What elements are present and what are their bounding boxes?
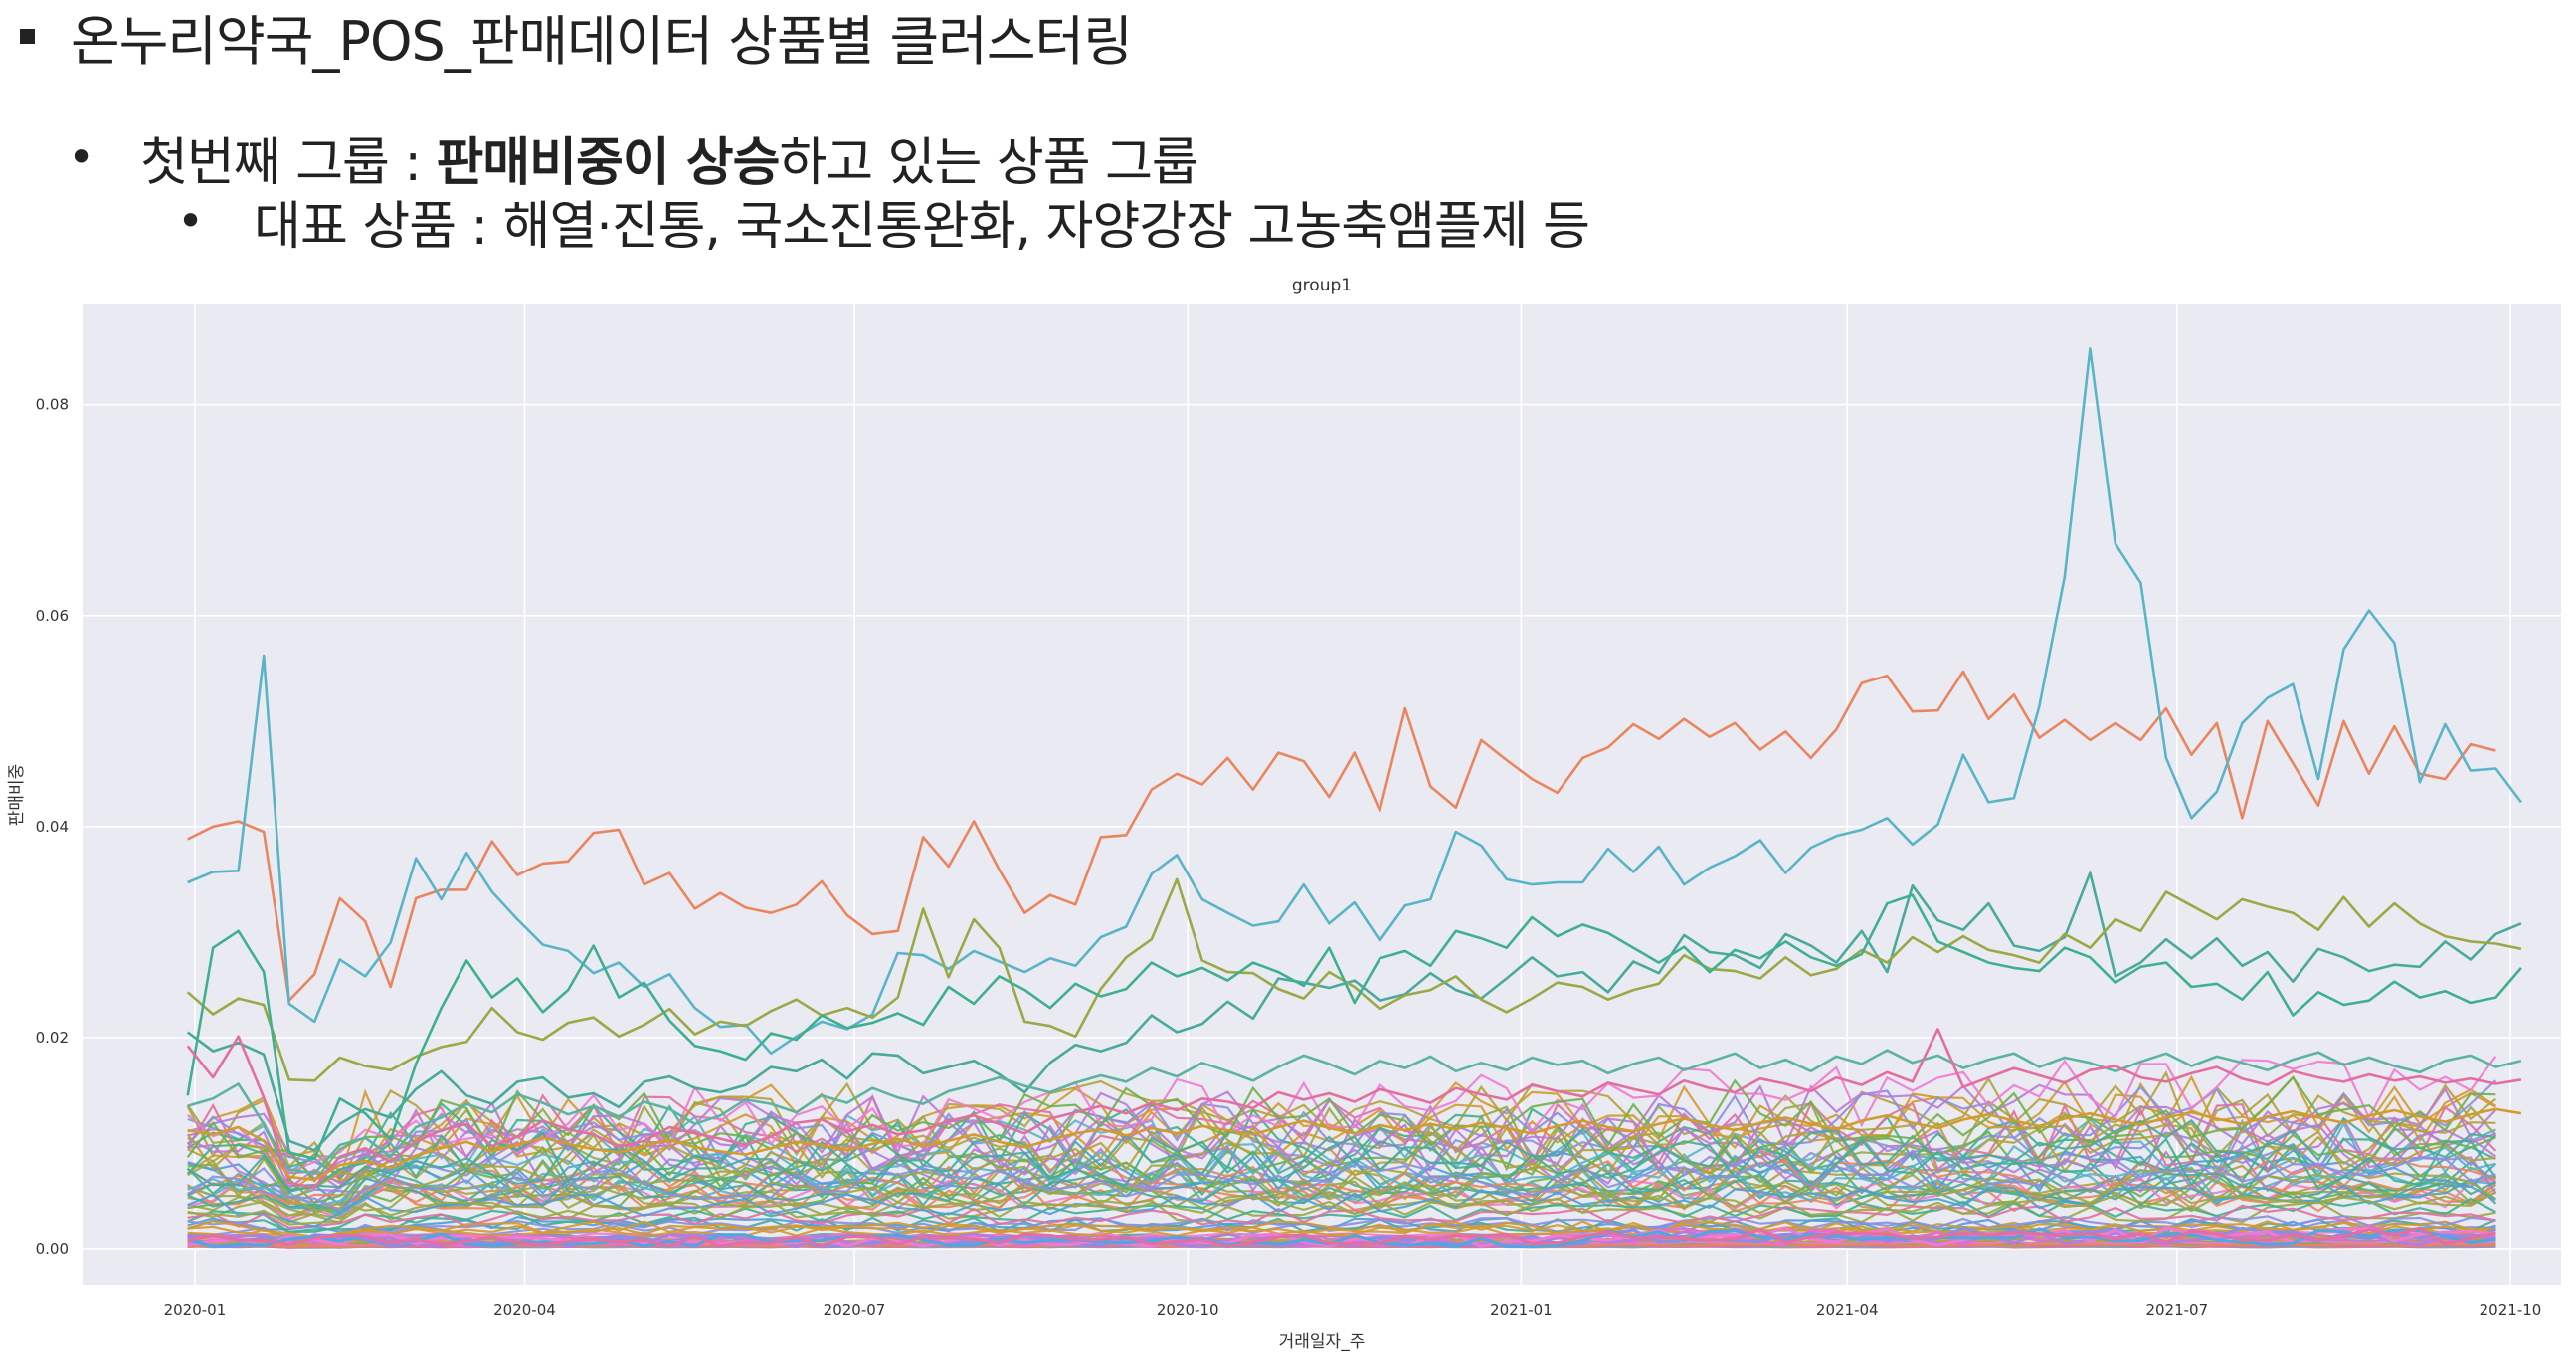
series-line-4	[186, 877, 2522, 1082]
x-axis-label: 거래일자_주	[1279, 1332, 1366, 1352]
square-bullet-icon	[20, 28, 35, 44]
group-emphasis: 판매비중이 상승	[436, 132, 780, 193]
band-series-line	[187, 1227, 2496, 1249]
x-tick-label: 2020-10	[1157, 1301, 1219, 1319]
x-tick-label: 2021-10	[2480, 1301, 2542, 1319]
y-tick-label: 0.08	[36, 396, 69, 414]
y-tick-label: 0.04	[36, 818, 69, 836]
band-series-line	[187, 1155, 2496, 1213]
group-prefix: 첫번째 그룹 :	[140, 132, 437, 193]
series-line-6	[187, 1049, 2522, 1175]
series-line-8	[187, 1107, 2522, 1182]
x-tick-label: 2020-07	[824, 1301, 886, 1319]
x-tick-label: 2021-07	[2145, 1301, 2208, 1319]
y-axis-label: 판매비중	[7, 764, 27, 827]
series-line-3	[186, 871, 2522, 1152]
slide-title-row: 온누리약국_POS_판매데이터 상품별 클러스터링	[20, 0, 1133, 73]
dot-bullet-icon: •	[177, 194, 205, 248]
x-tick-label: 2021-01	[1490, 1301, 1553, 1319]
band-series-line	[187, 1191, 2496, 1226]
x-tick-labels: 2020-01 2020-04 2020-07 2020-10 2021-01 2021-…	[164, 1301, 2542, 1319]
y-tick-label: 0.02	[36, 1029, 69, 1047]
series-line-2	[187, 347, 2522, 1056]
band-series-line	[187, 1184, 2496, 1228]
x-tick-label: 2021-04	[1816, 1301, 1879, 1319]
band-series-line	[187, 1197, 2496, 1234]
group-description-row: • 첫번째 그룹 : 판매비중이 상승하고 있는 상품 그룹	[68, 117, 1199, 197]
band-series-line	[187, 1204, 2496, 1230]
group-description: 첫번째 그룹 : 판매비중이 상승하고 있는 상품 그룹	[140, 120, 1199, 195]
group-suffix: 하고 있는 상품 그룹	[779, 132, 1198, 193]
band-series-line	[187, 1083, 2497, 1181]
x-tick-label: 2020-01	[164, 1301, 227, 1319]
y-tick-label: 0.06	[36, 607, 69, 625]
slide-title: 온누리약국_POS_판매데이터 상품별 클러스터링	[71, 9, 1133, 73]
representative-products: 대표 상품 : 해열·진통, 국소진통완화, 자양강장 고농축앰플제 등	[254, 196, 1590, 257]
chart-title: group1	[1292, 276, 1352, 295]
representative-row: • 대표 상품 : 해열·진통, 국소진통완화, 자양강장 고농축앰플제 등	[177, 183, 1590, 259]
band-series-line	[186, 1070, 2497, 1183]
series-lines	[186, 347, 2522, 1189]
band-series-line	[187, 1116, 2496, 1194]
band-series-line	[187, 1220, 2496, 1238]
series-line-1	[187, 670, 2496, 1003]
series-line-5	[186, 893, 2522, 1161]
x-tick-label: 2020-04	[493, 1301, 556, 1319]
band-series-line	[186, 1056, 2497, 1174]
y-tick-labels: 0.00 0.02 0.04 0.06 0.08	[36, 396, 69, 1258]
series-line-7	[186, 1028, 2522, 1189]
y-tick-label: 0.00	[36, 1240, 69, 1258]
band-series-line	[186, 1131, 2497, 1191]
dot-bullet-icon: •	[68, 130, 95, 184]
line-chart: group1 0.000.020.040.060.08 2020-01 2020-…	[7, 276, 2561, 1352]
band-series-line	[187, 1226, 2496, 1249]
